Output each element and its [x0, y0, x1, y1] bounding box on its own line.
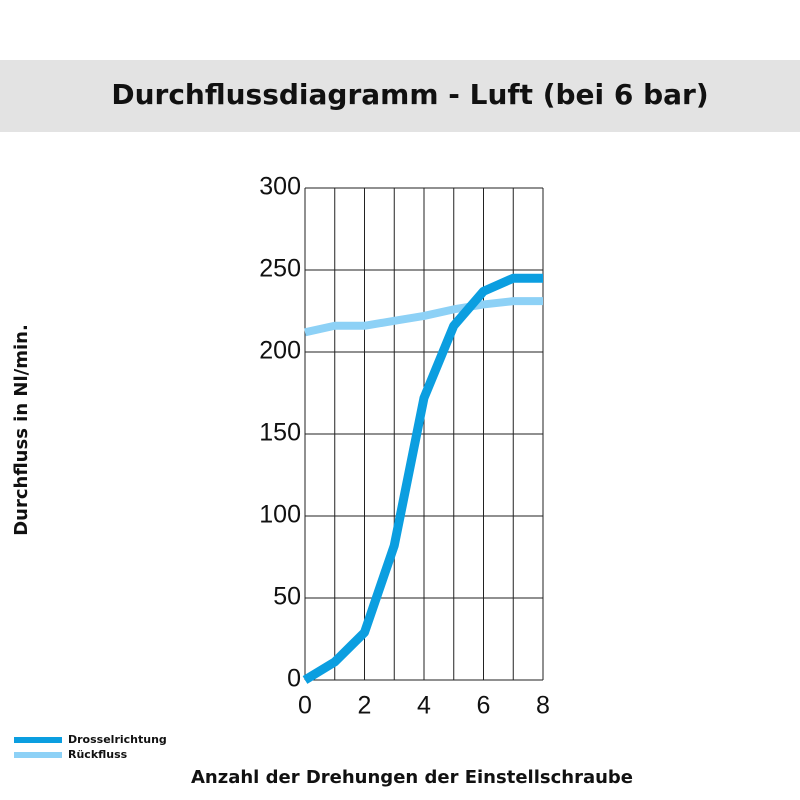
title-band	[0, 60, 800, 132]
x-tick-label: 2	[358, 692, 372, 720]
x-axis-label: Anzahl der Drehungen der Einstellschraub…	[191, 767, 633, 788]
y-tick-label: 0	[287, 665, 301, 693]
chart-title: Durchflussdiagramm - Luft (bei 6 bar)	[111, 78, 708, 111]
y-axis-label: Durchfluss in Nl/min.	[11, 324, 32, 536]
y-tick-label: 100	[259, 501, 301, 529]
y-tick-label: 250	[259, 255, 301, 283]
data-line	[302, 273, 543, 684]
legend-label: Rückfluss	[68, 748, 128, 761]
x-tick-label: 0	[298, 692, 312, 720]
x-tick-label: 6	[477, 692, 491, 720]
data-line	[304, 297, 543, 337]
y-tick-label: 150	[259, 419, 301, 447]
y-tick-label: 200	[259, 337, 301, 365]
x-tick-label: 8	[536, 692, 550, 720]
y-tick-label: 300	[259, 173, 301, 201]
legend-label: Drosselrichtung	[68, 733, 167, 746]
y-tick-label: 50	[273, 583, 301, 611]
x-tick-label: 4	[417, 692, 431, 720]
